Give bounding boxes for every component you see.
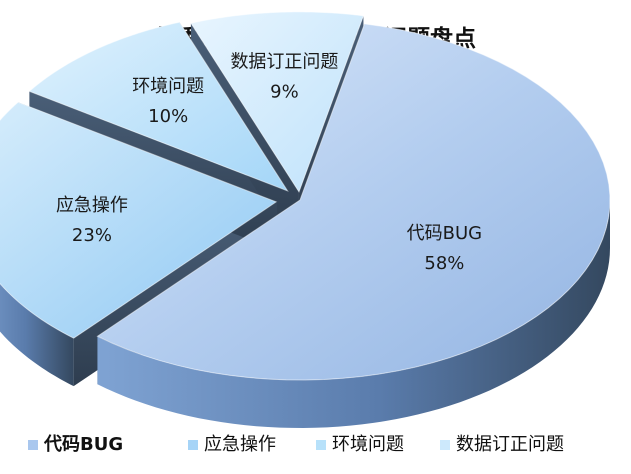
legend: 代码BUG 应急操作 环境问题 数据订正问题 (28, 434, 564, 455)
legend-label: 代码BUG (43, 434, 123, 455)
pie-slice-top (96, 23, 611, 381)
slice-label: 代码BUG (407, 223, 482, 244)
slice-label: 环境问题 (132, 76, 204, 97)
slice-value-label: 23% (72, 225, 112, 246)
legend-item: 数据订正问题 (440, 434, 564, 455)
legend-label: 环境问题 (332, 434, 404, 455)
legend-label: 数据订正问题 (456, 434, 564, 455)
legend-swatch (28, 440, 38, 450)
legend-swatch (440, 440, 450, 450)
pie-slice-top (0, 101, 278, 339)
legend-swatch (188, 440, 198, 450)
slice-value-label: 9% (270, 81, 299, 102)
legend-swatch (316, 440, 326, 450)
pie-slice-top (190, 11, 365, 194)
slice-label: 应急操作 (56, 195, 128, 216)
legend-item: 代码BUG (28, 434, 123, 455)
slice-value-label: 58% (424, 253, 464, 274)
pie-slice-top (28, 21, 289, 192)
slice-value-label: 10% (148, 106, 188, 127)
legend-item: 环境问题 (316, 434, 404, 455)
slice-label: 数据订正问题 (230, 51, 338, 72)
pie-slice-1 (96, 23, 611, 428)
pie-slice-side (0, 283, 74, 387)
legend-label: 应急操作 (204, 434, 276, 455)
pie-slice-side (97, 200, 610, 428)
legend-item: 应急操作 (188, 434, 276, 455)
